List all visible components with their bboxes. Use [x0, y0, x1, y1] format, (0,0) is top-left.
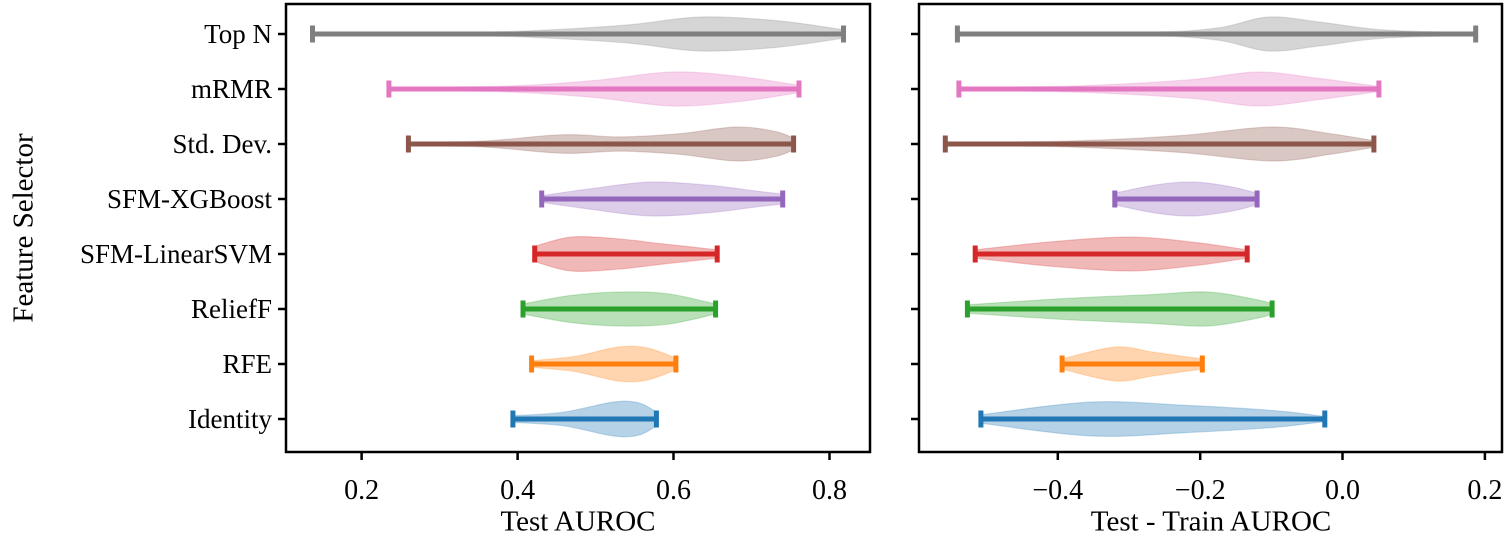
ytick-label-7: Identity [188, 404, 272, 434]
xtick-label-right-3: 0.2 [1467, 475, 1502, 506]
x-axis-title-left: Test AUROC [500, 505, 656, 538]
ytick-label-0: Top N [204, 19, 272, 49]
xtick-label-left-1: 0.4 [500, 475, 535, 506]
xtick-label-right-0: −0.4 [1032, 475, 1083, 506]
xtick-label-left-3: 0.8 [812, 475, 847, 506]
ytick-label-6: RFE [222, 349, 272, 379]
xtick-label-right-2: 0.0 [1325, 475, 1360, 506]
ytick-label-5: ReliefF [191, 294, 272, 324]
xtick-label-left-2: 0.6 [656, 475, 691, 506]
plot-border-left [284, 2, 872, 454]
x-axis-title-right: Test - Train AUROC [1090, 505, 1332, 538]
xtick-label-left-0: 0.2 [344, 475, 379, 506]
xtick-label-right-1: −0.2 [1175, 475, 1226, 506]
plot-border-right [917, 2, 1504, 454]
ytick-label-3: SFM-XGBoost [107, 184, 273, 214]
ytick-label-4: SFM-LinearSVM [80, 239, 272, 269]
y-axis-title: Feature Selector [7, 133, 40, 323]
ytick-label-1: mRMR [191, 74, 272, 104]
ytick-label-2: Std. Dev. [173, 129, 273, 159]
